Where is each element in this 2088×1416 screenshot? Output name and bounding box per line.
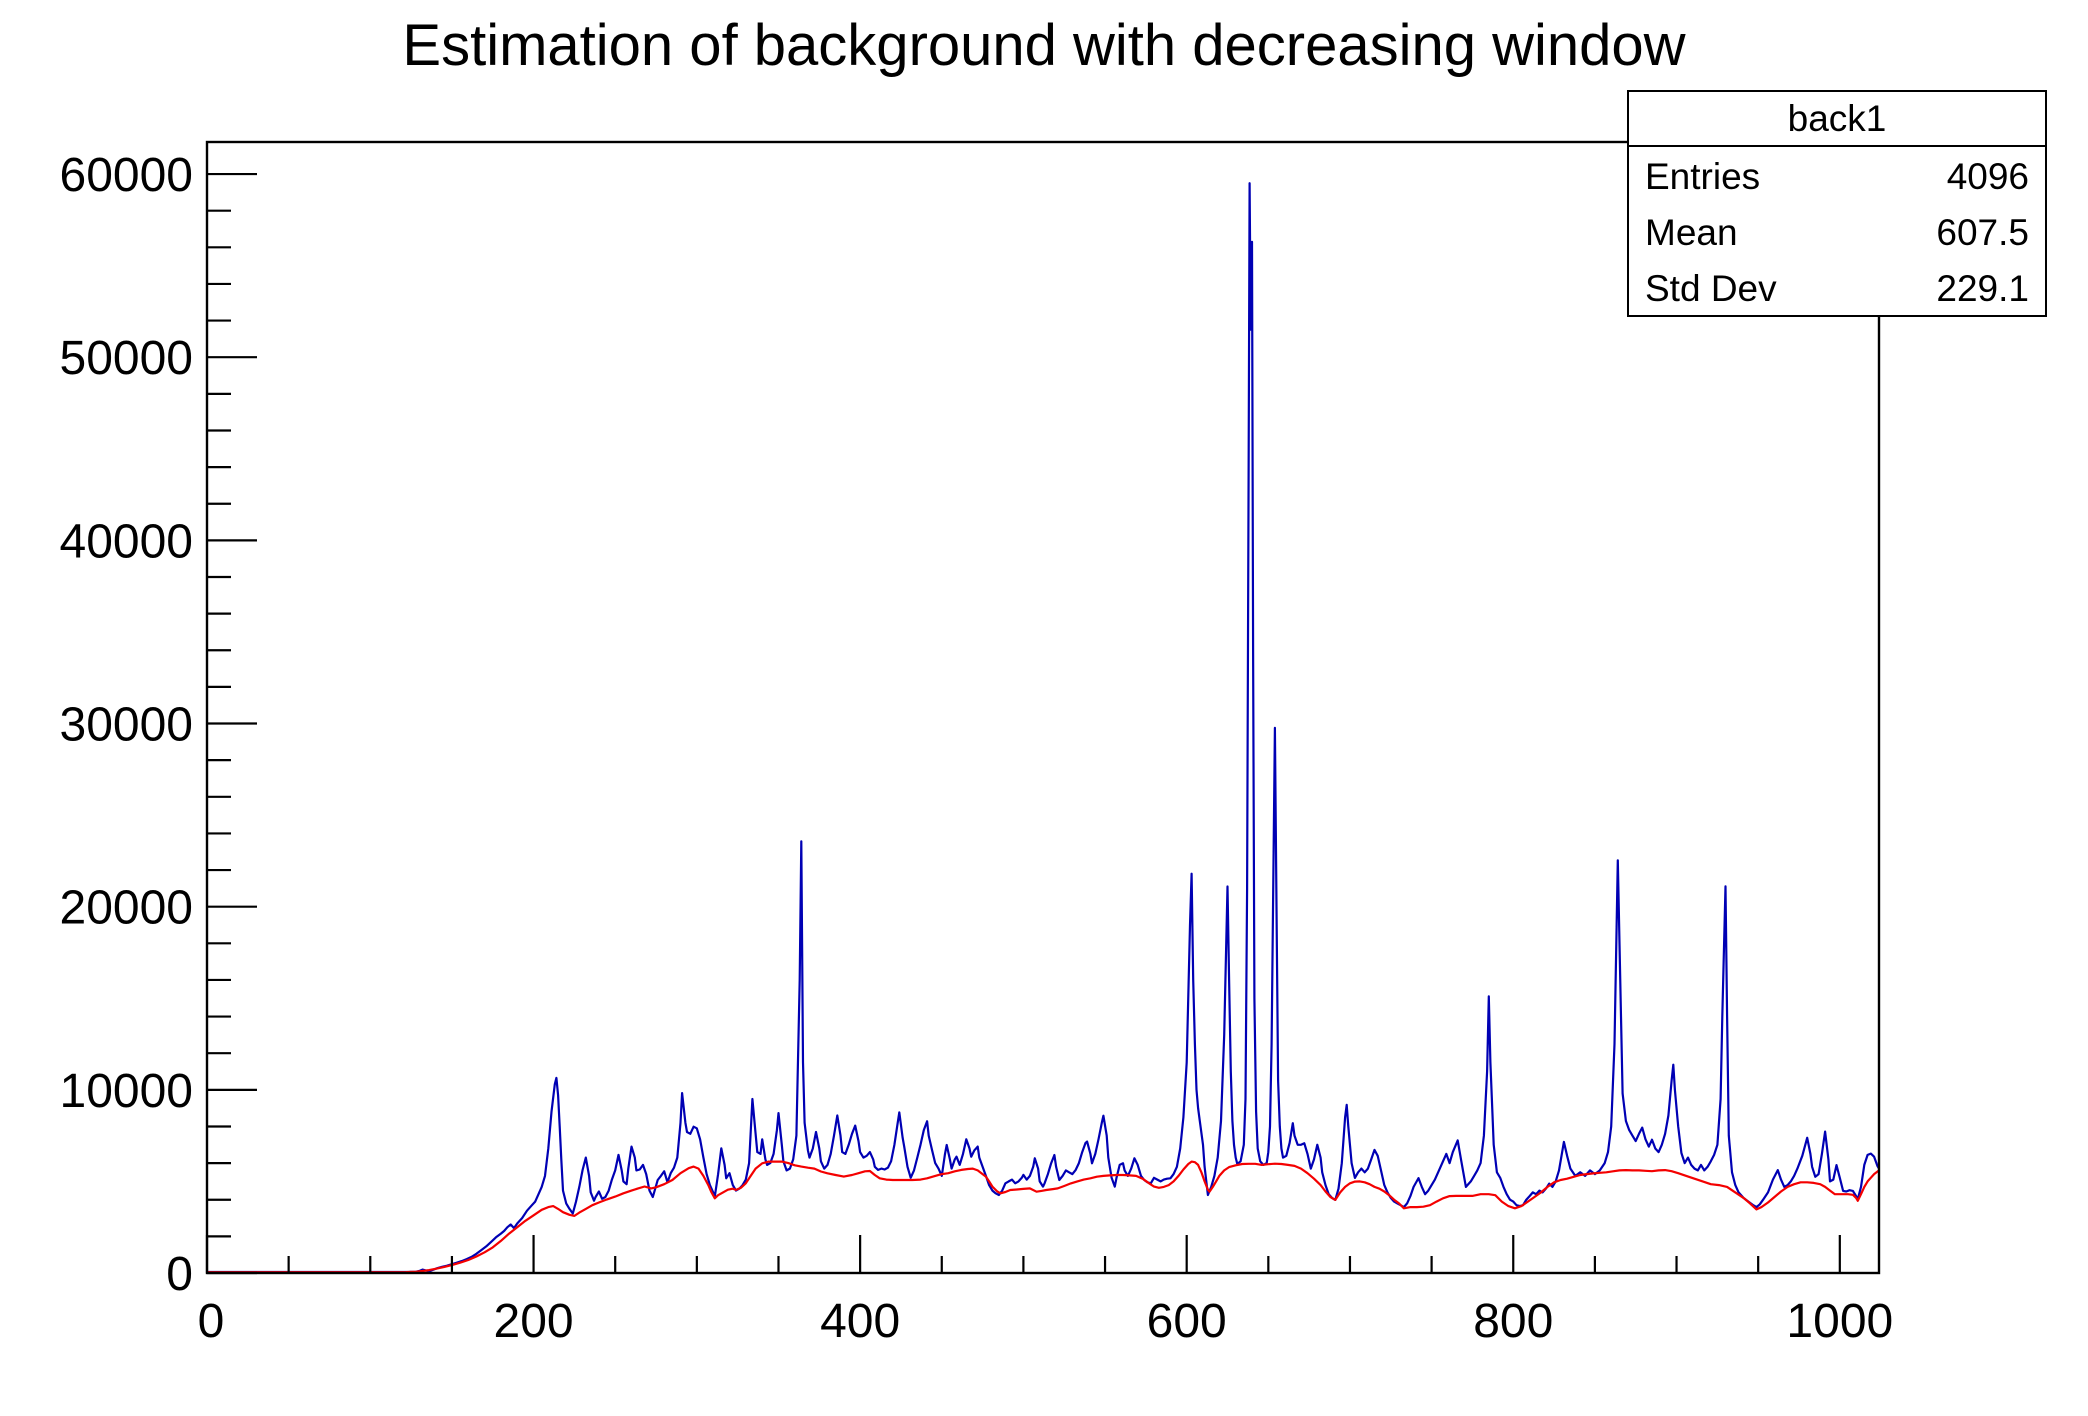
x-tick-label: 600 [1147,1295,1227,1348]
spectrum-line [207,182,1879,1273]
stats-row-stddev: Std Dev 229.1 [1629,261,2045,317]
y-tick-label: 50000 [60,332,193,385]
x-tick-label: 0 [198,1295,225,1348]
y-tick-label: 60000 [60,149,193,202]
plot-title: Estimation of background with decreasing… [402,13,1686,78]
axis-ticks [205,172,1841,1275]
x-tick-label: 1000 [1786,1295,1893,1348]
stats-label: Entries [1645,156,1761,197]
stats-label: Std Dev [1645,268,1777,309]
plot-frame [205,140,1881,1275]
background-estimate-line [207,1160,1879,1273]
x-tick-label: 800 [1473,1295,1553,1348]
y-tick-label: 20000 [60,882,193,935]
stats-value: 4096 [1946,156,2029,197]
stats-box: back1 Entries 4096 Mean 607.5 Std Dev 22… [1627,90,2047,317]
y-tick-label: 30000 [60,699,193,752]
stats-box-rows: Entries 4096 Mean 607.5 Std Dev 229.1 [1629,147,2045,317]
x-tick-label: 400 [820,1295,900,1348]
y-tick-label: 40000 [60,515,193,568]
x-tick-label: 200 [494,1295,574,1348]
stats-value: 607.5 [1936,212,2029,253]
stats-label: Mean [1645,212,1738,253]
stats-row-mean: Mean 607.5 [1629,205,2045,261]
series-lines [207,182,1879,1273]
stats-box-title: back1 [1629,92,2045,147]
stats-value: 229.1 [1936,268,2029,309]
axis-tick-labels: 0 200 400 600 800 100001000020000300004000050… [60,149,1894,1348]
y-tick-label: 0 [166,1248,193,1301]
stats-row-entries: Entries 4096 [1629,149,2045,205]
y-tick-label: 10000 [60,1065,193,1118]
